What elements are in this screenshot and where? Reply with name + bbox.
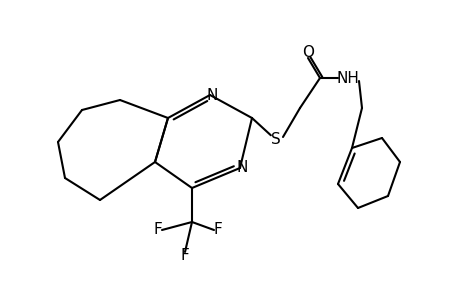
Text: N: N [236, 160, 247, 175]
Text: NH: NH [336, 70, 358, 86]
Text: N: N [206, 88, 217, 103]
Text: O: O [302, 44, 313, 59]
Text: F: F [180, 248, 189, 263]
Text: S: S [270, 133, 280, 148]
Text: F: F [213, 223, 222, 238]
Text: F: F [153, 223, 162, 238]
